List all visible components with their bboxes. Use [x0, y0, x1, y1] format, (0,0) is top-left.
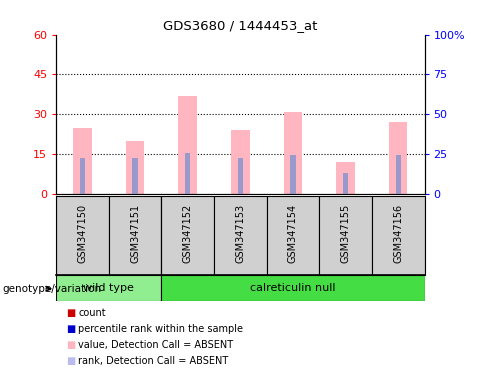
Bar: [231, 130, 249, 194]
Text: count: count: [78, 308, 106, 318]
Bar: [336, 162, 355, 194]
Text: ■: ■: [66, 356, 75, 366]
Text: value, Detection Call = ABSENT: value, Detection Call = ABSENT: [78, 340, 233, 350]
Bar: [80, 158, 85, 194]
Bar: [133, 158, 138, 194]
Bar: [319, 196, 372, 275]
Text: GSM347151: GSM347151: [130, 204, 140, 263]
Bar: [266, 196, 319, 275]
Bar: [162, 196, 214, 275]
Bar: [73, 127, 92, 194]
Title: GDS3680 / 1444453_at: GDS3680 / 1444453_at: [163, 19, 318, 32]
Text: GSM347153: GSM347153: [235, 204, 245, 263]
Text: percentile rank within the sample: percentile rank within the sample: [78, 324, 243, 334]
Text: ■: ■: [66, 340, 75, 350]
Bar: [56, 196, 109, 275]
Bar: [396, 156, 401, 194]
Text: GSM347156: GSM347156: [393, 204, 403, 263]
Text: rank, Detection Call = ABSENT: rank, Detection Call = ABSENT: [78, 356, 228, 366]
Bar: [284, 112, 302, 194]
Text: genotype/variation: genotype/variation: [2, 284, 102, 294]
Bar: [162, 275, 425, 301]
Text: wild type: wild type: [83, 283, 134, 293]
Text: ■: ■: [66, 308, 75, 318]
Bar: [389, 122, 407, 194]
Text: GSM347155: GSM347155: [341, 204, 350, 263]
Text: GSM347152: GSM347152: [183, 204, 193, 263]
Bar: [290, 156, 296, 194]
Text: GSM347154: GSM347154: [288, 204, 298, 263]
Bar: [126, 141, 144, 194]
Bar: [109, 196, 162, 275]
Text: calreticulin null: calreticulin null: [250, 283, 336, 293]
Bar: [214, 196, 266, 275]
Bar: [238, 158, 243, 194]
Bar: [179, 96, 197, 194]
Text: GSM347150: GSM347150: [78, 204, 87, 263]
Bar: [185, 153, 190, 194]
Text: ■: ■: [66, 324, 75, 334]
Bar: [372, 196, 425, 275]
Bar: [56, 275, 162, 301]
Bar: [343, 173, 348, 194]
